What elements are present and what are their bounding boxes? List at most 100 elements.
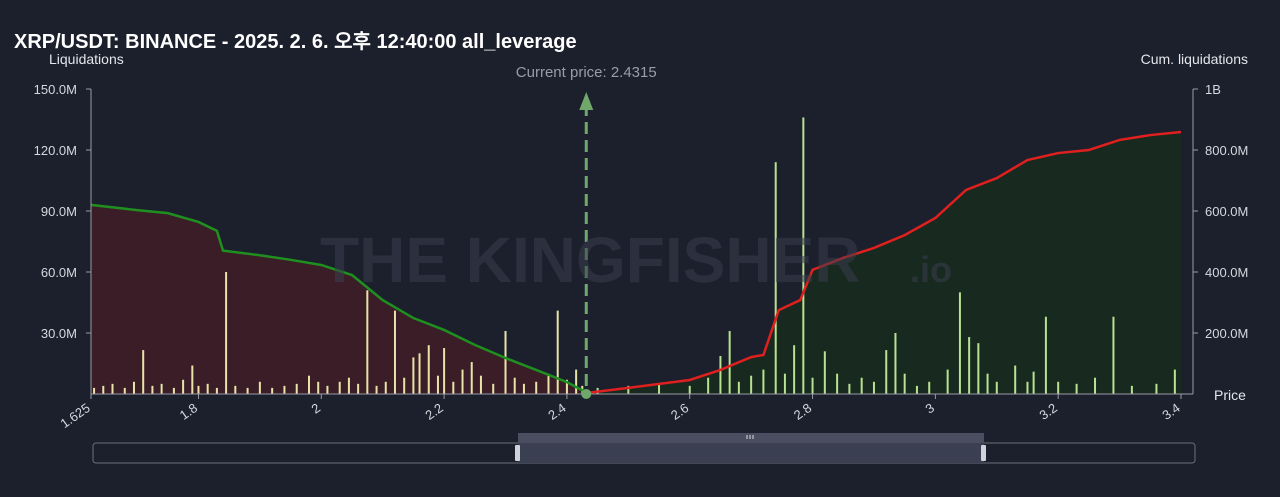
bar (1014, 365, 1017, 394)
bar (215, 387, 218, 394)
bar (535, 381, 538, 394)
bar (234, 385, 237, 394)
x-tick-label: 3.4 (1159, 400, 1182, 423)
bar (412, 357, 415, 394)
slider-grip (746, 435, 754, 439)
bar (986, 373, 989, 394)
current-price-label: Current price: 2.4315 (516, 64, 657, 81)
bar (565, 379, 568, 394)
current-price-dot (581, 389, 592, 399)
bar (225, 272, 228, 394)
y-tick-label: 90.0M (41, 204, 77, 219)
bar (393, 310, 396, 394)
bar (443, 348, 446, 394)
bar (793, 345, 796, 394)
bar (783, 373, 786, 394)
y2-tick-label: 400.0M (1205, 265, 1248, 280)
bar (811, 377, 814, 394)
bar (308, 375, 310, 394)
bar (151, 385, 154, 394)
y-tick-label: 60.0M (41, 265, 77, 280)
y2-tick-label: 800.0M (1205, 143, 1248, 158)
y2-axis-title: Cum. liquidations (1141, 51, 1248, 67)
bar (1026, 381, 1029, 394)
bar (995, 381, 998, 394)
slider-handle[interactable] (981, 445, 986, 461)
bar (366, 290, 369, 394)
y2-tick-label: 600.0M (1205, 204, 1248, 219)
bar (418, 353, 421, 394)
bar (823, 351, 826, 394)
y-axis-title: Liquidations (49, 51, 124, 67)
bar (191, 365, 194, 394)
bar (375, 385, 378, 394)
bar (470, 362, 473, 394)
bar (1130, 385, 1133, 394)
bar (688, 385, 691, 394)
bar (1032, 371, 1035, 394)
bar (547, 373, 550, 394)
bar (915, 385, 918, 394)
cum-area (585, 132, 1181, 394)
bar (750, 375, 753, 394)
bar (123, 387, 126, 394)
bar (479, 375, 482, 394)
bar (848, 383, 851, 394)
plot: 30.0M 60.0M 90.0M 120.0M 150.0M 200.0M 400.0M 6… (34, 64, 1249, 431)
slider-window[interactable] (518, 443, 984, 463)
bar (762, 369, 765, 394)
x-tick-label: 1.8 (177, 400, 200, 423)
bar (142, 350, 145, 394)
bar (958, 292, 961, 394)
bar (1075, 383, 1078, 394)
bar (295, 383, 298, 394)
bar (872, 381, 875, 394)
bar (1155, 383, 1158, 394)
cum-line (585, 130, 1182, 395)
y-tick-label: 150.0M (34, 82, 77, 97)
bar (160, 383, 163, 394)
range-slider[interactable] (92, 433, 1196, 464)
x-tick-label: 3 (923, 400, 938, 416)
bar (246, 387, 249, 394)
x-tick-label: 2 (308, 400, 323, 416)
slider-handle[interactable] (515, 445, 520, 461)
x-tick-label: 3.2 (1036, 400, 1059, 423)
bar (111, 383, 114, 394)
bar (860, 377, 863, 394)
bar (271, 387, 274, 394)
bar (504, 330, 507, 394)
bar (522, 383, 525, 394)
current-price-arrow (579, 92, 594, 110)
bar (182, 379, 185, 394)
bar (338, 381, 341, 394)
bar (1044, 316, 1047, 394)
bar (403, 377, 406, 394)
bar (1112, 316, 1115, 394)
bar (436, 375, 439, 394)
x-tick-label: 1.625 (57, 400, 92, 431)
bar (977, 343, 980, 394)
chart-title: XRP/USDT: BINANCE - 2025. 2. 6. 오후 12:40… (14, 30, 577, 53)
cum-area (91, 204, 586, 394)
bar (894, 333, 897, 394)
bar (172, 387, 175, 394)
bar (737, 381, 740, 394)
bar (492, 383, 495, 394)
bar (928, 381, 931, 394)
bar (719, 355, 722, 394)
bar (1173, 369, 1176, 394)
x-tick-label: 2.2 (422, 400, 445, 423)
bar (513, 377, 516, 394)
bar (946, 369, 949, 394)
bar (452, 381, 455, 394)
y2-tick-label: 1B (1205, 82, 1221, 97)
bar (885, 350, 888, 394)
cum-line (90, 203, 586, 393)
bar (658, 383, 661, 394)
bar (102, 385, 105, 394)
bar (283, 385, 286, 394)
slider-bar[interactable] (518, 433, 984, 443)
